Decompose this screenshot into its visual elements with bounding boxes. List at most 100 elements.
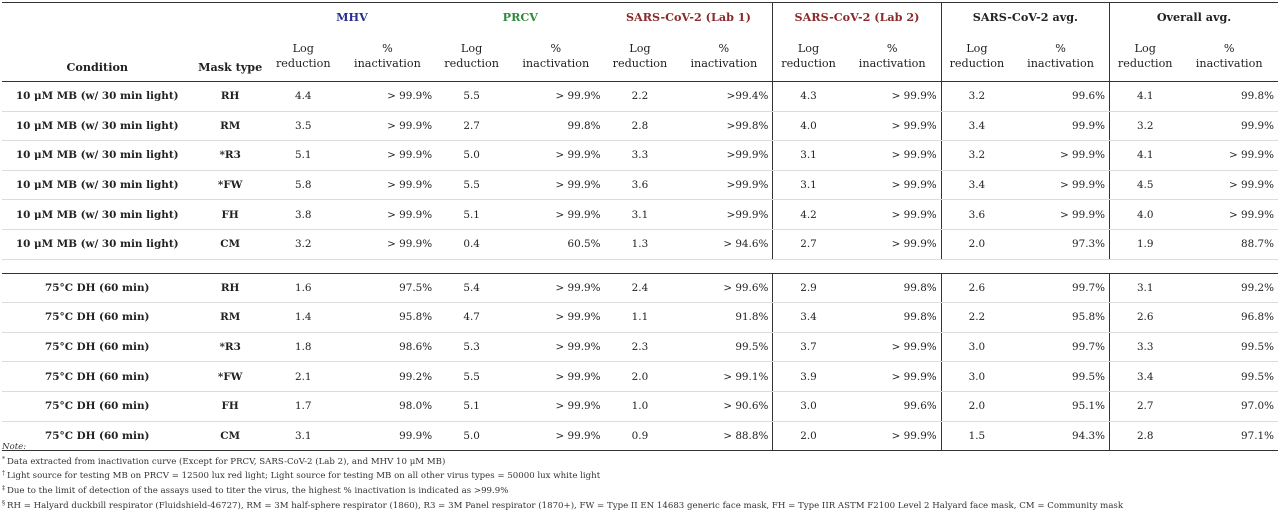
header-log-line1: Log [629, 42, 651, 55]
header-pct-inactivation: % inactivation [338, 31, 437, 82]
note-item: † Light source for testing MB on PRCV = 1… [2, 468, 1278, 483]
pct-inactivation-cell: 99.5% [1180, 332, 1278, 363]
header-pct-line2: inactivation [1195, 57, 1263, 70]
table-row: 10 μM MB (w/ 30 min light) FH 3.8 > 99.9% 5.… [2, 199, 1278, 230]
pct-inactivation-cell: > 99.1% [675, 361, 773, 392]
condition-cell: 10 μM MB (w/ 30 min light) [2, 170, 193, 201]
header-pct-line1: % [1223, 42, 1235, 55]
mask-type-cell: RM [192, 302, 268, 333]
table-notes: Note: * Data extracted from inactivation … [2, 441, 1278, 513]
header-pct-line1: % [550, 42, 562, 55]
header-log-reduction: Log reduction [772, 31, 844, 82]
header-pct-line1: % [886, 42, 898, 55]
pct-inactivation-cell: > 99.9% [507, 302, 605, 333]
header-log-line2: reduction [1117, 57, 1173, 70]
header-spacer-mask [192, 2, 268, 31]
header-log-line2: reduction [612, 57, 668, 70]
log-reduction-cell: 2.9 [772, 273, 844, 304]
table-row: 10 μM MB (w/ 30 min light) RH 4.4 > 99.9% 5.… [2, 81, 1278, 112]
header-pct-line1: % [382, 42, 393, 55]
header-pct-line2: inactivation [690, 57, 758, 70]
log-reduction-cell: 1.9 [1109, 229, 1181, 260]
pct-inactivation-cell: 60.5% [507, 229, 605, 260]
pct-inactivation-cell: 97.0% [1180, 391, 1278, 422]
pct-inactivation-cell: 99.8% [1180, 81, 1278, 112]
block-separator-row [2, 259, 1278, 274]
pct-inactivation-cell: >99.8% [675, 111, 773, 142]
pct-inactivation-cell: > 99.9% [843, 421, 942, 452]
header-spacer-condition [2, 2, 193, 31]
header-log-line2: reduction [949, 57, 1005, 70]
header-pct-line1: % [1055, 42, 1066, 55]
pct-inactivation-cell: 99.8% [843, 302, 942, 333]
pct-inactivation-cell: > 99.9% [338, 170, 437, 201]
log-reduction-cell: 5.5 [436, 170, 508, 201]
log-reduction-cell: 2.0 [772, 421, 844, 452]
pct-inactivation-cell: 98.6% [338, 332, 437, 363]
log-reduction-cell: 3.4 [1109, 361, 1181, 392]
mask-type-cell: *R3 [192, 332, 268, 363]
log-reduction-cell: 3.8 [267, 199, 339, 230]
log-reduction-cell: 2.6 [940, 273, 1013, 304]
mask-type-cell: RH [192, 273, 268, 304]
log-reduction-cell: 3.9 [772, 361, 844, 392]
pct-inactivation-cell: > 99.9% [843, 361, 942, 392]
pct-inactivation-cell: > 99.9% [507, 421, 605, 452]
pct-inactivation-cell: > 99.9% [843, 111, 942, 142]
table-row: 75°C DH (60 min) *R3 1.8 98.6% 5.3 > 99.9% 2.3… [2, 332, 1278, 363]
log-reduction-cell: 4.0 [772, 111, 844, 142]
pct-inactivation-cell: > 99.6% [675, 273, 773, 304]
note-mark: ‡ [2, 485, 5, 493]
header-log-reduction: Log reduction [940, 31, 1013, 82]
log-reduction-cell: 5.5 [436, 81, 508, 112]
mask-type-cell: *R3 [192, 140, 268, 171]
pct-inactivation-cell: > 99.9% [338, 229, 437, 260]
log-reduction-cell: 1.8 [267, 332, 339, 363]
pct-inactivation-cell: > 99.9% [507, 170, 605, 201]
notes-list: * Data extracted from inactivation curve … [2, 454, 1278, 513]
table-row: 75°C DH (60 min) FH 1.7 98.0% 5.1 > 99.9% 1.0 >… [2, 391, 1278, 422]
pct-inactivation-cell: > 99.9% [338, 199, 437, 230]
condition-cell: 10 μM MB (w/ 30 min light) [2, 140, 193, 171]
pct-inactivation-cell: > 99.9% [843, 170, 942, 201]
note-text: RH = Halyard duckbill respirator (Fluids… [7, 500, 1124, 511]
condition-cell: 10 μM MB (w/ 30 min light) [2, 81, 193, 112]
header-log-line2: reduction [444, 57, 499, 70]
note-text: Data extracted from inactivation curve (… [7, 456, 446, 467]
note-text: Due to the limit of detection of the ass… [7, 486, 509, 497]
log-reduction-cell: 2.1 [267, 361, 339, 392]
table-row: 75°C DH (60 min) RM 1.4 95.8% 4.7 > 99.9% 1.1 9… [2, 302, 1278, 333]
pct-inactivation-cell: >99.9% [675, 199, 773, 230]
pct-inactivation-cell: >99.4% [675, 81, 773, 112]
pct-inactivation-cell: 99.2% [1180, 273, 1278, 304]
group-header-row: MHV PRCV SARS-CoV-2 (Lab 1) SARS-CoV-2 (Lab… [2, 2, 1278, 31]
pct-inactivation-cell: 95.8% [338, 302, 437, 333]
pct-inactivation-cell: 99.7% [1012, 273, 1110, 304]
log-reduction-cell: 2.2 [940, 302, 1013, 333]
log-reduction-cell: 3.0 [940, 332, 1013, 363]
group-header-overall: Overall avg. [1109, 2, 1278, 31]
table-row: 10 μM MB (w/ 30 min light) RM 3.5 > 99.9% 2.… [2, 111, 1278, 142]
pct-inactivation-cell: > 99.9% [507, 140, 605, 171]
log-reduction-cell: 1.1 [604, 302, 676, 333]
header-pct-inactivation: % inactivation [843, 31, 942, 82]
table-row: 75°C DH (60 min) CM 3.1 99.9% 5.0 > 99.9% 0.9 >… [2, 421, 1278, 452]
mask-type-cell: FH [192, 199, 268, 230]
log-reduction-cell: 2.0 [940, 391, 1013, 422]
note-mark: * [2, 455, 5, 463]
note-item: § RH = Halyard duckbill respirator (Fluid… [2, 498, 1278, 513]
pct-inactivation-cell: 99.5% [1180, 361, 1278, 392]
pct-inactivation-cell: > 99.9% [1012, 140, 1110, 171]
pct-inactivation-cell: > 99.9% [1012, 199, 1110, 230]
pct-inactivation-cell: > 99.9% [1180, 170, 1278, 201]
log-reduction-cell: 2.4 [604, 273, 676, 304]
pct-inactivation-cell: 99.5% [1012, 361, 1110, 392]
log-reduction-cell: 4.1 [1109, 81, 1181, 112]
log-reduction-cell: 3.2 [940, 81, 1013, 112]
note-mark: † [2, 470, 5, 478]
condition-cell: 75°C DH (60 min) [2, 391, 193, 422]
table-header: MHV PRCV SARS-CoV-2 (Lab 1) SARS-CoV-2 (Lab… [2, 2, 1278, 82]
log-reduction-cell: 3.4 [772, 302, 844, 333]
header-log-reduction: Log reduction [1109, 31, 1181, 82]
